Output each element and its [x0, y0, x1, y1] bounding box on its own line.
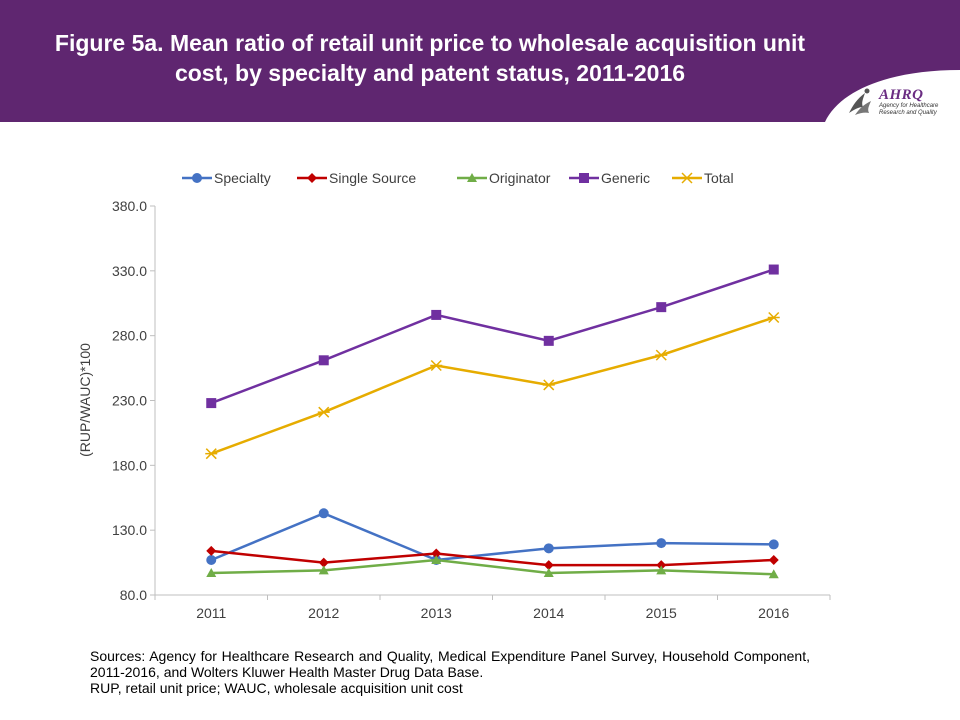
legend-label: Specialty: [214, 170, 271, 186]
legend-marker: [579, 173, 589, 183]
star-stroke: [655, 349, 667, 361]
data-point-single-source: [656, 560, 667, 571]
data-point-generic: [431, 309, 442, 320]
logo-subtitle-1: Agency for Healthcare: [879, 102, 939, 109]
y-tick-label: 380.0: [112, 198, 147, 214]
data-point-total: [430, 359, 443, 372]
line-chart: Specialty Single Source Originator Generic T…: [77, 170, 831, 621]
y-tick-label: 230.0: [112, 393, 147, 409]
legend-item-specialty: Specialty: [182, 170, 271, 186]
x-tick-label: 2015: [646, 605, 677, 621]
data-point-specialty: [318, 508, 329, 519]
data-point-total: [317, 406, 330, 418]
legend-marker: [467, 173, 477, 182]
y-tick-label: 130.0: [112, 522, 147, 538]
star-stroke: [543, 379, 555, 391]
series-line-single-source: [211, 549, 774, 567]
data-point-total: [205, 448, 218, 460]
x-tick-label: 2014: [533, 605, 564, 621]
x-tick-label: 2011: [196, 605, 226, 621]
legend-label: Single Source: [329, 170, 416, 186]
data-point-single-source: [768, 554, 779, 565]
series-line-specialty: [210, 511, 774, 562]
x-tick-label: 2012: [308, 605, 339, 621]
x-tick-label: 2013: [421, 605, 452, 621]
y-tick-label: 80.0: [120, 587, 147, 603]
data-point-originator: [318, 565, 329, 575]
legend-label: Originator: [489, 170, 551, 186]
series-single-source: [206, 545, 779, 571]
data-point-total: [542, 379, 555, 391]
y-tick-label: 330.0: [112, 263, 147, 279]
series-specialty: [206, 508, 779, 565]
data-point-single-source: [543, 560, 554, 571]
hhs-eagle-icon: [849, 88, 871, 115]
page-title: Figure 5a. Mean ratio of retail unit pri…: [54, 30, 806, 86]
data-point-originator: [206, 567, 217, 577]
sources-note: Sources: Agency for Healthcare Research …: [90, 648, 810, 696]
legend-marker: [307, 173, 317, 183]
data-point-generic: [656, 302, 667, 313]
star-stroke: [681, 172, 693, 184]
data-point-specialty: [768, 539, 779, 550]
y-tick-label: 180.0: [112, 457, 147, 473]
data-point-specialty: [656, 538, 667, 549]
data-point-originator: [768, 569, 779, 579]
series-line-generic: [210, 268, 775, 405]
legend-item-total: Total: [672, 170, 734, 186]
legend-item-originator: Originator: [457, 170, 551, 186]
series-line-originator: [211, 558, 774, 576]
data-point-originator: [543, 567, 554, 577]
data-point-single-source: [206, 545, 217, 556]
legend-marker: [192, 173, 202, 183]
data-point-total: [655, 349, 668, 361]
logo-subtitle-2: Research and Quality: [879, 109, 937, 116]
series-total: [205, 311, 780, 460]
logo-brand-text: AHRQ: [879, 86, 924, 103]
legend-marker: [681, 172, 693, 184]
series-generic: [206, 264, 779, 409]
data-point-specialty: [206, 554, 217, 565]
legend-item-generic: Generic: [569, 170, 650, 186]
star-stroke: [768, 311, 780, 324]
data-point-generic: [543, 335, 554, 346]
chart-series: [205, 264, 780, 579]
y-axis-label: (RUP/WAUC)*100: [77, 343, 93, 457]
header-band: Figure 5a. Mean ratio of retail unit pri…: [0, 0, 960, 122]
legend-label: Generic: [601, 170, 650, 186]
data-point-generic: [206, 398, 217, 409]
sources-text: Sources: Agency for Healthcare Research …: [90, 648, 810, 680]
legend-item-single-source: Single Source: [297, 170, 416, 186]
abbreviations-text: RUP, retail unit price; WAUC, wholesale …: [90, 680, 463, 696]
data-point-generic: [318, 355, 329, 366]
legend-label: Total: [704, 170, 734, 186]
series-originator: [206, 554, 779, 579]
chart-legend: Specialty Single Source Originator Generic T…: [182, 170, 734, 186]
chart-axes: 80.0 130.0 180.0 230.0 280.0 330.0 380.0 2011 20…: [112, 198, 831, 621]
data-point-single-source: [318, 557, 329, 568]
data-point-single-source: [431, 548, 442, 559]
data-point-originator: [656, 565, 667, 575]
x-tick-label: 2016: [758, 605, 789, 621]
data-point-specialty: [543, 543, 554, 554]
star-stroke: [430, 359, 442, 372]
data-point-originator: [431, 554, 442, 564]
star-stroke: [205, 448, 217, 460]
y-tick-label: 280.0: [112, 328, 147, 344]
header-background: [0, 0, 960, 122]
star-stroke: [318, 406, 330, 418]
data-point-generic: [768, 264, 779, 275]
data-point-total: [767, 311, 780, 324]
ahrq-logo: AHRQ Agency for Healthcare Research and …: [845, 82, 955, 122]
series-line-total: [210, 316, 775, 455]
